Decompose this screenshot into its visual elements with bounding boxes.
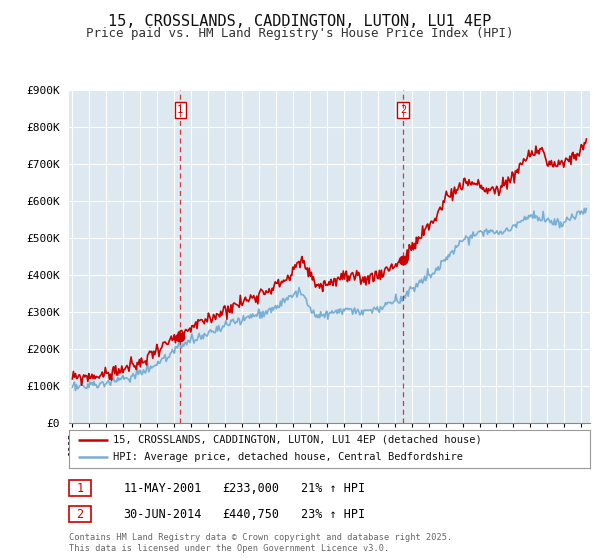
- Text: 23% ↑ HPI: 23% ↑ HPI: [301, 507, 365, 521]
- Text: 15, CROSSLANDS, CADDINGTON, LUTON, LU1 4EP: 15, CROSSLANDS, CADDINGTON, LUTON, LU1 4…: [109, 14, 491, 29]
- Text: 21% ↑ HPI: 21% ↑ HPI: [301, 482, 365, 495]
- Text: 2: 2: [76, 507, 83, 521]
- Text: 2: 2: [400, 105, 406, 115]
- Text: 1: 1: [177, 105, 184, 115]
- Text: 11-MAY-2001: 11-MAY-2001: [124, 482, 202, 495]
- Text: Price paid vs. HM Land Registry's House Price Index (HPI): Price paid vs. HM Land Registry's House …: [86, 27, 514, 40]
- Text: £440,750: £440,750: [223, 507, 280, 521]
- Text: 15, CROSSLANDS, CADDINGTON, LUTON, LU1 4EP (detached house): 15, CROSSLANDS, CADDINGTON, LUTON, LU1 4…: [113, 435, 482, 445]
- Text: £233,000: £233,000: [223, 482, 280, 495]
- Text: Contains HM Land Registry data © Crown copyright and database right 2025.
This d: Contains HM Land Registry data © Crown c…: [69, 533, 452, 553]
- Text: HPI: Average price, detached house, Central Bedfordshire: HPI: Average price, detached house, Cent…: [113, 452, 463, 463]
- Text: 30-JUN-2014: 30-JUN-2014: [124, 507, 202, 521]
- Text: 1: 1: [76, 482, 83, 495]
